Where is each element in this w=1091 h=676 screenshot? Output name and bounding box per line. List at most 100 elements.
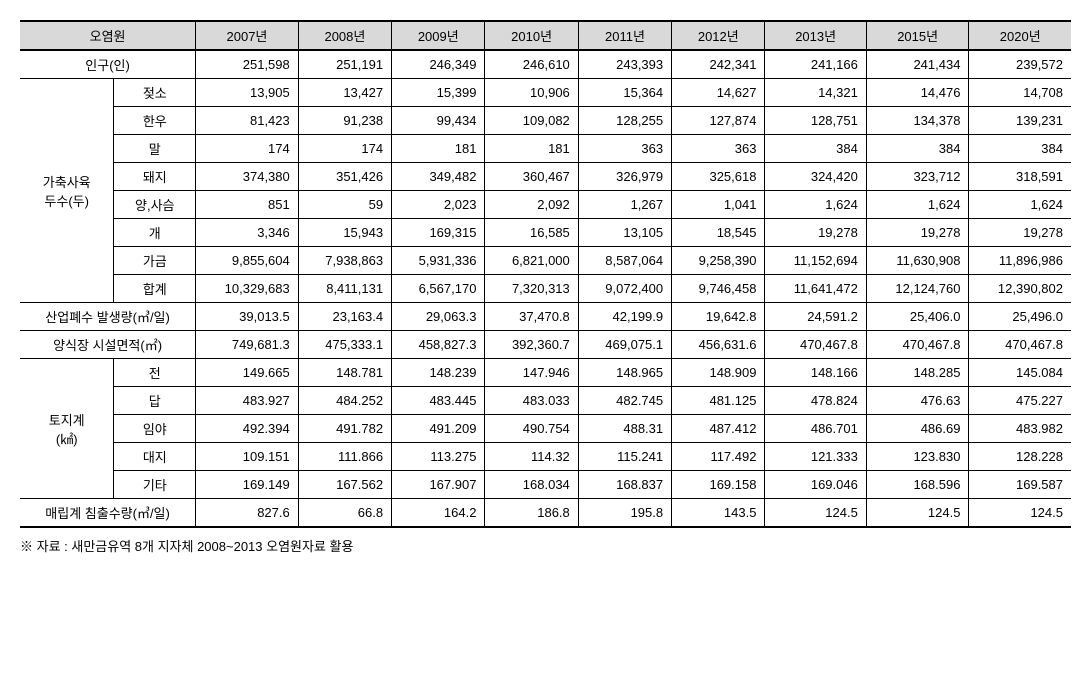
data-cell: 124.5 [765, 499, 866, 528]
data-cell: 148.239 [392, 359, 485, 387]
table-row: 산업폐수 발생량(㎥/일) 39,013.5 23,163.4 29,063.3… [20, 303, 1071, 331]
row-label: 답 [114, 387, 196, 415]
data-cell: 487.412 [672, 415, 765, 443]
row-label-industrial: 산업폐수 발생량(㎥/일) [20, 303, 196, 331]
data-cell: 481.125 [672, 387, 765, 415]
data-cell: 123.830 [866, 443, 969, 471]
data-cell: 169.587 [969, 471, 1071, 499]
row-label: 젖소 [114, 79, 196, 107]
data-cell: 13,105 [578, 219, 671, 247]
data-cell: 10,329,683 [196, 275, 299, 303]
table-row: 답 483.927 484.252 483.445 483.033 482.74… [20, 387, 1071, 415]
data-cell: 475.227 [969, 387, 1071, 415]
data-cell: 143.5 [672, 499, 765, 528]
data-cell: 1,624 [765, 191, 866, 219]
header-year-5: 2012년 [672, 21, 765, 50]
data-cell: 19,278 [866, 219, 969, 247]
data-cell: 241,166 [765, 50, 866, 79]
table-row: 토지계(㎢) 전 149.665 148.781 148.239 147.946… [20, 359, 1071, 387]
data-cell: 1,624 [969, 191, 1071, 219]
table-row: 개 3,346 15,943 169,315 16,585 13,105 18,… [20, 219, 1071, 247]
data-cell: 5,931,336 [392, 247, 485, 275]
data-cell: 2,092 [485, 191, 578, 219]
data-cell: 128,751 [765, 107, 866, 135]
row-label: 양,사슴 [114, 191, 196, 219]
data-cell: 149.665 [196, 359, 299, 387]
data-cell: 115.241 [578, 443, 671, 471]
table-row: 가축사육두수(두) 젖소 13,905 13,427 15,399 10,906… [20, 79, 1071, 107]
data-cell: 148.285 [866, 359, 969, 387]
data-cell: 483.445 [392, 387, 485, 415]
data-cell: 491.209 [392, 415, 485, 443]
row-label-landfill: 매립계 침출수량(㎥/일) [20, 499, 196, 528]
data-cell: 113.275 [392, 443, 485, 471]
data-cell: 2,023 [392, 191, 485, 219]
data-cell: 6,567,170 [392, 275, 485, 303]
data-cell: 13,905 [196, 79, 299, 107]
data-cell: 109,082 [485, 107, 578, 135]
data-cell: 29,063.3 [392, 303, 485, 331]
row-label: 전 [114, 359, 196, 387]
data-cell: 127,874 [672, 107, 765, 135]
row-label: 기타 [114, 471, 196, 499]
data-cell: 169,315 [392, 219, 485, 247]
row-group-land: 토지계(㎢) [20, 359, 114, 499]
data-cell: 14,476 [866, 79, 969, 107]
data-cell: 148.909 [672, 359, 765, 387]
pollution-data-table: 오염원 2007년 2008년 2009년 2010년 2011년 2012년 … [20, 20, 1071, 528]
data-cell: 14,708 [969, 79, 1071, 107]
data-cell: 99,434 [392, 107, 485, 135]
table-row: 양,사슴 851 59 2,023 2,092 1,267 1,041 1,62… [20, 191, 1071, 219]
data-cell: 15,399 [392, 79, 485, 107]
data-cell: 66.8 [298, 499, 391, 528]
data-cell: 360,467 [485, 163, 578, 191]
table-row: 임야 492.394 491.782 491.209 490.754 488.3… [20, 415, 1071, 443]
data-cell: 851 [196, 191, 299, 219]
data-cell: 469,075.1 [578, 331, 671, 359]
header-year-0: 2007년 [196, 21, 299, 50]
row-label-fishfarm: 양식장 시설면적(㎡) [20, 331, 196, 359]
data-cell: 124.5 [969, 499, 1071, 528]
data-cell: 19,642.8 [672, 303, 765, 331]
data-cell: 167.907 [392, 471, 485, 499]
table-row: 양식장 시설면적(㎡) 749,681.3 475,333.1 458,827.… [20, 331, 1071, 359]
data-cell: 164.2 [392, 499, 485, 528]
data-cell: 482.745 [578, 387, 671, 415]
data-cell: 195.8 [578, 499, 671, 528]
data-cell: 25,406.0 [866, 303, 969, 331]
data-cell: 241,434 [866, 50, 969, 79]
data-cell: 458,827.3 [392, 331, 485, 359]
data-cell: 384 [765, 135, 866, 163]
data-cell: 483.982 [969, 415, 1071, 443]
data-cell: 121.333 [765, 443, 866, 471]
data-cell: 11,641,472 [765, 275, 866, 303]
data-cell: 492.394 [196, 415, 299, 443]
data-cell: 363 [578, 135, 671, 163]
data-cell: 827.6 [196, 499, 299, 528]
data-cell: 326,979 [578, 163, 671, 191]
data-cell: 111.866 [298, 443, 391, 471]
row-label: 임야 [114, 415, 196, 443]
header-year-1: 2008년 [298, 21, 391, 50]
data-cell: 243,393 [578, 50, 671, 79]
data-cell: 8,587,064 [578, 247, 671, 275]
data-cell: 169.046 [765, 471, 866, 499]
data-cell: 147.946 [485, 359, 578, 387]
data-cell: 318,591 [969, 163, 1071, 191]
data-cell: 11,630,908 [866, 247, 969, 275]
data-cell: 37,470.8 [485, 303, 578, 331]
data-cell: 246,610 [485, 50, 578, 79]
data-cell: 349,482 [392, 163, 485, 191]
data-cell: 124.5 [866, 499, 969, 528]
data-cell: 251,191 [298, 50, 391, 79]
data-cell: 167.562 [298, 471, 391, 499]
header-year-6: 2013년 [765, 21, 866, 50]
data-cell: 168.034 [485, 471, 578, 499]
data-cell: 486.701 [765, 415, 866, 443]
data-cell: 3,346 [196, 219, 299, 247]
header-year-3: 2010년 [485, 21, 578, 50]
data-cell: 12,390,802 [969, 275, 1071, 303]
row-label: 합계 [114, 275, 196, 303]
data-cell: 470,467.8 [969, 331, 1071, 359]
header-year-2: 2009년 [392, 21, 485, 50]
